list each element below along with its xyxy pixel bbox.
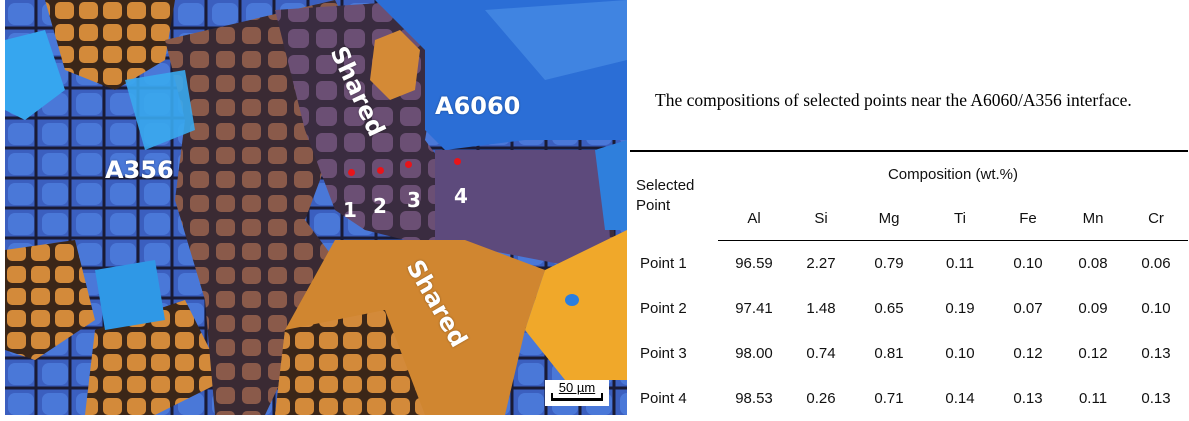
- micrograph-art: [5, 0, 627, 415]
- header-element: Al: [718, 196, 790, 241]
- point-marker-1: [348, 169, 355, 176]
- table-cell: 0.13: [994, 376, 1062, 421]
- row-point-name: Point 1: [630, 241, 718, 287]
- table-cell: 0.13: [1124, 376, 1188, 421]
- table-cell: 0.74: [790, 331, 852, 376]
- table-cell: 0.08: [1062, 241, 1124, 287]
- label-a356: A356: [105, 156, 174, 184]
- table-cell: 0.11: [1062, 376, 1124, 421]
- table-cell: 0.12: [994, 331, 1062, 376]
- point-marker-4: [454, 158, 461, 165]
- header-element: Mg: [852, 196, 926, 241]
- table-cell: 0.11: [926, 241, 994, 287]
- table-cell: 0.10: [926, 331, 994, 376]
- point-marker-2: [377, 167, 384, 174]
- table-cell: 0.26: [790, 376, 852, 421]
- point-label-1: 1: [343, 198, 357, 222]
- label-a6060: A6060: [435, 92, 520, 120]
- row-point-name: Point 4: [630, 376, 718, 421]
- header-composition: Composition (wt.%): [718, 151, 1188, 196]
- table-cell: 0.10: [994, 241, 1062, 287]
- table-cell: 0.65: [852, 286, 926, 331]
- table-cell: 0.09: [1062, 286, 1124, 331]
- table-cell: 0.81: [852, 331, 926, 376]
- header-selected-point: Selected Point: [630, 151, 718, 241]
- row-point-name: Point 2: [630, 286, 718, 331]
- table-cell: 98.00: [718, 331, 790, 376]
- table-cell: 98.53: [718, 376, 790, 421]
- point-marker-3: [405, 161, 412, 168]
- table-cell: 97.41: [718, 286, 790, 331]
- micrograph-image: A356 A6060 Shared Shared 1 2 3 4 50 µm: [5, 0, 627, 415]
- point-label-3: 3: [407, 188, 421, 212]
- table-cell: 0.71: [852, 376, 926, 421]
- table-cell: 0.06: [1124, 241, 1188, 287]
- row-point-name: Point 3: [630, 331, 718, 376]
- table-cell: 0.10: [1124, 286, 1188, 331]
- scale-bar: 50 µm: [545, 380, 609, 406]
- table-caption: The compositions of selected points near…: [655, 88, 1175, 113]
- table-cell: 0.12: [1062, 331, 1124, 376]
- header-element: Si: [790, 196, 852, 241]
- table-cell: 0.19: [926, 286, 994, 331]
- header-element: Fe: [994, 196, 1062, 241]
- composition-table: Selected Point Composition (wt.%) Al Si …: [630, 150, 1188, 421]
- table-cell: 0.13: [1124, 331, 1188, 376]
- table-cell: 0.14: [926, 376, 994, 421]
- table-cell: 2.27: [790, 241, 852, 287]
- scale-bar-label: 50 µm: [545, 380, 609, 396]
- point-label-4: 4: [454, 184, 468, 208]
- table-cell: 96.59: [718, 241, 790, 287]
- table-cell: 0.07: [994, 286, 1062, 331]
- header-element: Cr: [1124, 196, 1188, 241]
- point-label-2: 2: [373, 194, 387, 218]
- scale-bar-line: [551, 398, 603, 401]
- table-cell: 0.79: [852, 241, 926, 287]
- header-element: Ti: [926, 196, 994, 241]
- table-cell: 1.48: [790, 286, 852, 331]
- header-element: Mn: [1062, 196, 1124, 241]
